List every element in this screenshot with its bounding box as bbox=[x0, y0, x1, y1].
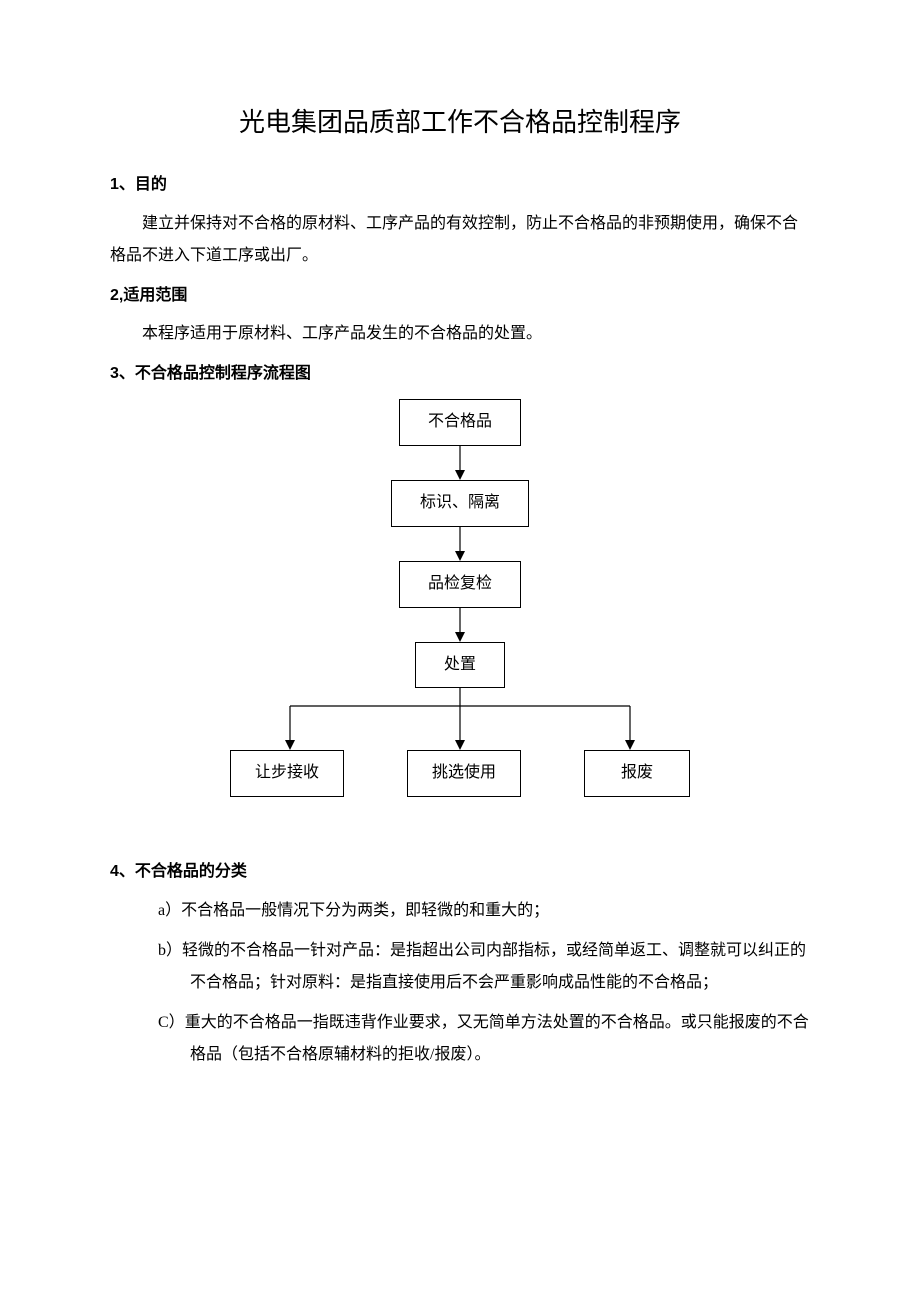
list-item-a: a）不合格品一般情况下分为两类，即轻微的和重大的； bbox=[158, 895, 810, 927]
section-4-text: 、不合格品的分类 bbox=[119, 863, 247, 880]
flow-arrow-3 bbox=[453, 608, 467, 642]
section-1-text: 、目的 bbox=[119, 176, 167, 193]
flow-branch-3: 报废 bbox=[584, 750, 690, 797]
list-text-b: 轻微的不合格品一针对产品：是指超出公司内部指标，或经简单返工、调整就可以纠正的不… bbox=[182, 942, 806, 991]
section-2-heading: 2,适用范围 bbox=[110, 282, 810, 311]
list-marker-a: a） bbox=[158, 902, 181, 919]
flow-node-1: 不合格品 bbox=[399, 399, 521, 446]
list-text-c: 重大的不合格品一指既违背作业要求，又无简单方法处置的不合格品。或只能报废的不合格… bbox=[185, 1014, 809, 1063]
section-1-heading: 1、目的 bbox=[110, 171, 810, 200]
flow-branch-2: 挑选使用 bbox=[407, 750, 521, 797]
flow-arrow-1 bbox=[453, 446, 467, 480]
flow-node-3: 品检复检 bbox=[399, 561, 521, 608]
list-item-c: C）重大的不合格品一指既违背作业要求，又无简单方法处置的不合格品。或只能报废的不… bbox=[158, 1007, 810, 1071]
list-item-b: b）轻微的不合格品一针对产品：是指超出公司内部指标，或经简单返工、调整就可以纠正… bbox=[158, 935, 810, 999]
section-4-heading: 4、不合格品的分类 bbox=[110, 858, 810, 887]
document-title: 光电集团品质部工作不合格品控制程序 bbox=[110, 100, 810, 147]
flow-branch: 让步接收 挑选使用 报废 bbox=[230, 688, 690, 798]
flow-node-2: 标识、隔离 bbox=[391, 480, 529, 527]
flow-branch-1: 让步接收 bbox=[230, 750, 344, 797]
list-text-a: 不合格品一般情况下分为两类，即轻微的和重大的； bbox=[181, 902, 549, 919]
section-1-num: 1 bbox=[110, 176, 119, 193]
section-3-num: 3 bbox=[110, 365, 119, 382]
section-3-text: 、不合格品控制程序流程图 bbox=[119, 365, 311, 382]
list-marker-c: C） bbox=[158, 1014, 185, 1031]
section-2-text: 适用范围 bbox=[123, 287, 187, 304]
section-2-para: 本程序适用于原材料、工序产品发生的不合格品的处置。 bbox=[110, 318, 810, 350]
section-3-heading: 3、不合格品控制程序流程图 bbox=[110, 360, 810, 389]
list-marker-b: b） bbox=[158, 942, 182, 959]
section-2-num: 2, bbox=[110, 287, 123, 304]
section-4-num: 4 bbox=[110, 863, 119, 880]
section-1-para: 建立并保持对不合格的原材料、工序产品的有效控制，防止不合格品的非预期使用，确保不… bbox=[110, 208, 810, 272]
flow-arrow-2 bbox=[453, 527, 467, 561]
flowchart: 不合格品 标识、隔离 品检复检 处置 让步接收 挑选使用 报废 bbox=[110, 399, 810, 798]
flow-node-4: 处置 bbox=[415, 642, 505, 689]
